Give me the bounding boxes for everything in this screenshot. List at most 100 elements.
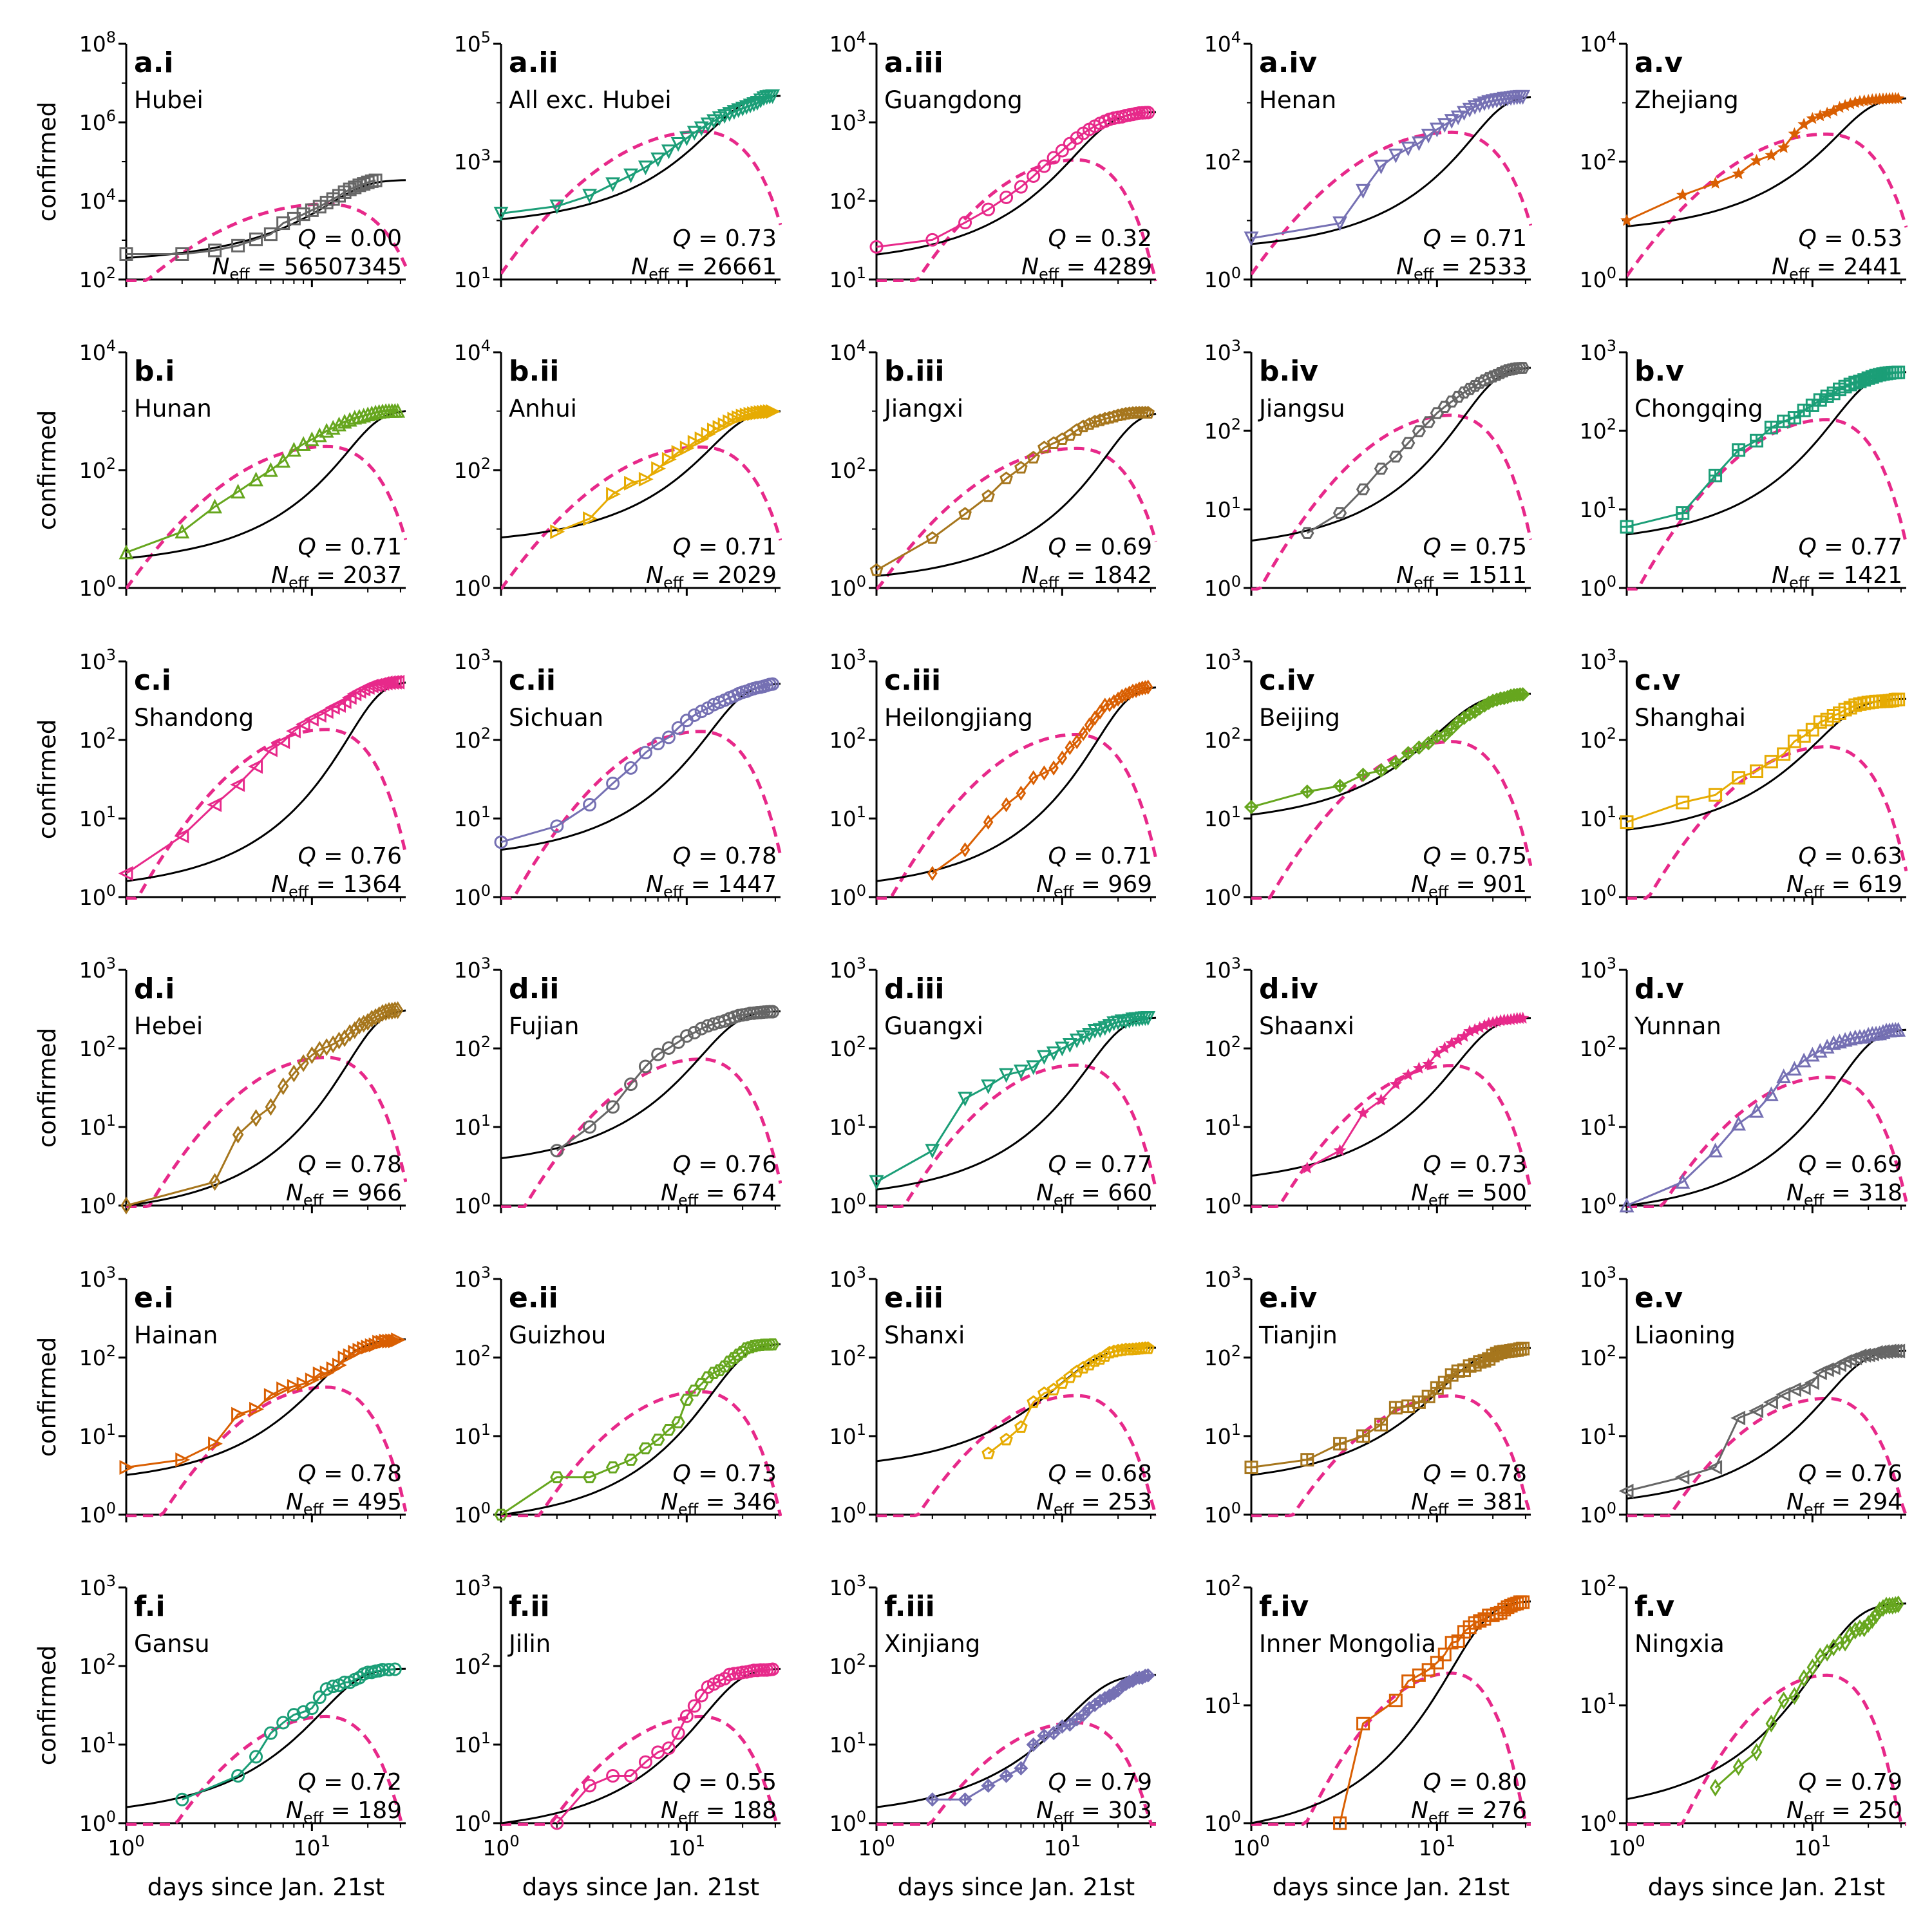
y-tick-label: 101	[1580, 1690, 1616, 1718]
y-tick-label: 102	[454, 1651, 491, 1679]
q-label: Q = 0.77	[1798, 534, 1902, 560]
model-curve	[501, 1667, 781, 1824]
data-point	[1674, 1470, 1690, 1485]
data-point	[1332, 507, 1347, 519]
q-label: Q = 0.79	[1048, 1769, 1152, 1795]
data-point-cross	[1750, 435, 1763, 447]
q-label: Q = 0.73	[672, 225, 777, 252]
data-point	[650, 1434, 665, 1446]
panel-f-v: 100 101 102 100 101 days since Jan. 21st f.v Ni…	[1580, 1572, 1907, 1901]
data-point	[361, 175, 375, 189]
data-point	[1676, 506, 1690, 520]
data-point	[249, 1750, 263, 1764]
data-point	[1750, 1743, 1763, 1761]
y-tick-label: 102	[829, 455, 866, 483]
dashed-curve	[1251, 1394, 1532, 1517]
data-point	[249, 1401, 264, 1417]
y-tick-label: 100	[454, 1190, 491, 1218]
panel-id-label: f.iii	[884, 1590, 935, 1623]
data-point	[550, 524, 565, 540]
y-tick-label: 100	[829, 573, 866, 601]
province-label: Fujian	[509, 1012, 579, 1040]
data-point	[356, 408, 372, 423]
province-label: Guangdong	[884, 86, 1023, 114]
data-point	[1870, 1606, 1882, 1625]
y-tick-label: 102	[1580, 724, 1616, 753]
y-tick-label: 103	[79, 646, 116, 674]
y-tick-label: 100	[1580, 1190, 1616, 1218]
neff-label: Neff = 619	[1786, 871, 1902, 901]
data-point	[583, 1779, 597, 1793]
data-point	[671, 1035, 685, 1049]
y-tick-label: 100	[1580, 264, 1616, 292]
y-tick-label: 102	[79, 1651, 116, 1679]
y-tick-label: 100	[1204, 1190, 1241, 1218]
data-point	[999, 1068, 1014, 1083]
y-tick-label: 101	[829, 264, 866, 292]
data-point	[1117, 688, 1128, 704]
data-point	[276, 1716, 290, 1730]
data-point	[679, 1709, 694, 1723]
data-point	[766, 404, 781, 419]
data-point	[1890, 1343, 1906, 1359]
data-point-cross	[1765, 421, 1777, 433]
data-point-cross	[1015, 1762, 1027, 1774]
data-point	[1777, 747, 1791, 761]
model-curve	[876, 1347, 1157, 1463]
data-point	[389, 1001, 401, 1019]
data-point	[1095, 704, 1106, 720]
data-point	[1016, 785, 1027, 801]
data-point	[1788, 1687, 1801, 1705]
data-point	[287, 1379, 302, 1394]
data-point	[120, 1197, 132, 1215]
neff-label: Neff = 2441	[1772, 254, 1902, 283]
dashed-curve	[126, 444, 407, 590]
data-point	[312, 1690, 327, 1705]
y-axis-label: confirmed	[33, 1028, 61, 1148]
data-point	[1332, 216, 1348, 232]
dashed-curve	[501, 1714, 782, 1826]
data-line	[126, 410, 398, 554]
data-point	[1765, 1714, 1777, 1733]
data-point	[1027, 1395, 1041, 1408]
q-label: Q = 0.53	[1798, 225, 1902, 252]
data-point	[1805, 723, 1819, 737]
y-tick-label: 101	[1204, 1690, 1241, 1718]
panel-id-label: d.i	[134, 972, 175, 1005]
province-label: Hebei	[134, 1012, 203, 1040]
x-tick-label: 100	[1233, 1832, 1269, 1861]
data-point-cross	[1777, 415, 1790, 428]
data-point	[1141, 1011, 1156, 1026]
panel-id-label: f.v	[1634, 1590, 1674, 1623]
data-point	[694, 1378, 708, 1390]
q-label: Q = 0.76	[672, 1151, 777, 1178]
dashed-curve	[876, 158, 1157, 282]
data-point	[1356, 768, 1370, 782]
x-axis-label: days since Jan. 21st	[898, 1873, 1135, 1901]
data-point	[319, 1682, 334, 1696]
data-point	[1421, 128, 1436, 144]
data-point-cross	[1357, 1430, 1369, 1442]
province-label: Chongqing	[1634, 395, 1763, 422]
panel-id-label: a.iv	[1259, 46, 1317, 79]
model-curve	[501, 1343, 781, 1516]
data-point-cross	[1676, 507, 1689, 519]
data-point	[638, 471, 654, 487]
data-point	[869, 1175, 884, 1190]
data-point	[1437, 118, 1452, 133]
y-tick-label: 101	[454, 1729, 491, 1757]
data-point	[1819, 1039, 1835, 1054]
data-point	[999, 1432, 1013, 1446]
data-point	[1070, 1365, 1084, 1378]
data-point	[1437, 401, 1452, 413]
data-point	[118, 544, 134, 560]
y-tick-label: 103	[79, 1572, 116, 1600]
data-point	[1069, 1033, 1084, 1048]
data-point	[305, 203, 319, 217]
data-point	[1421, 416, 1435, 428]
